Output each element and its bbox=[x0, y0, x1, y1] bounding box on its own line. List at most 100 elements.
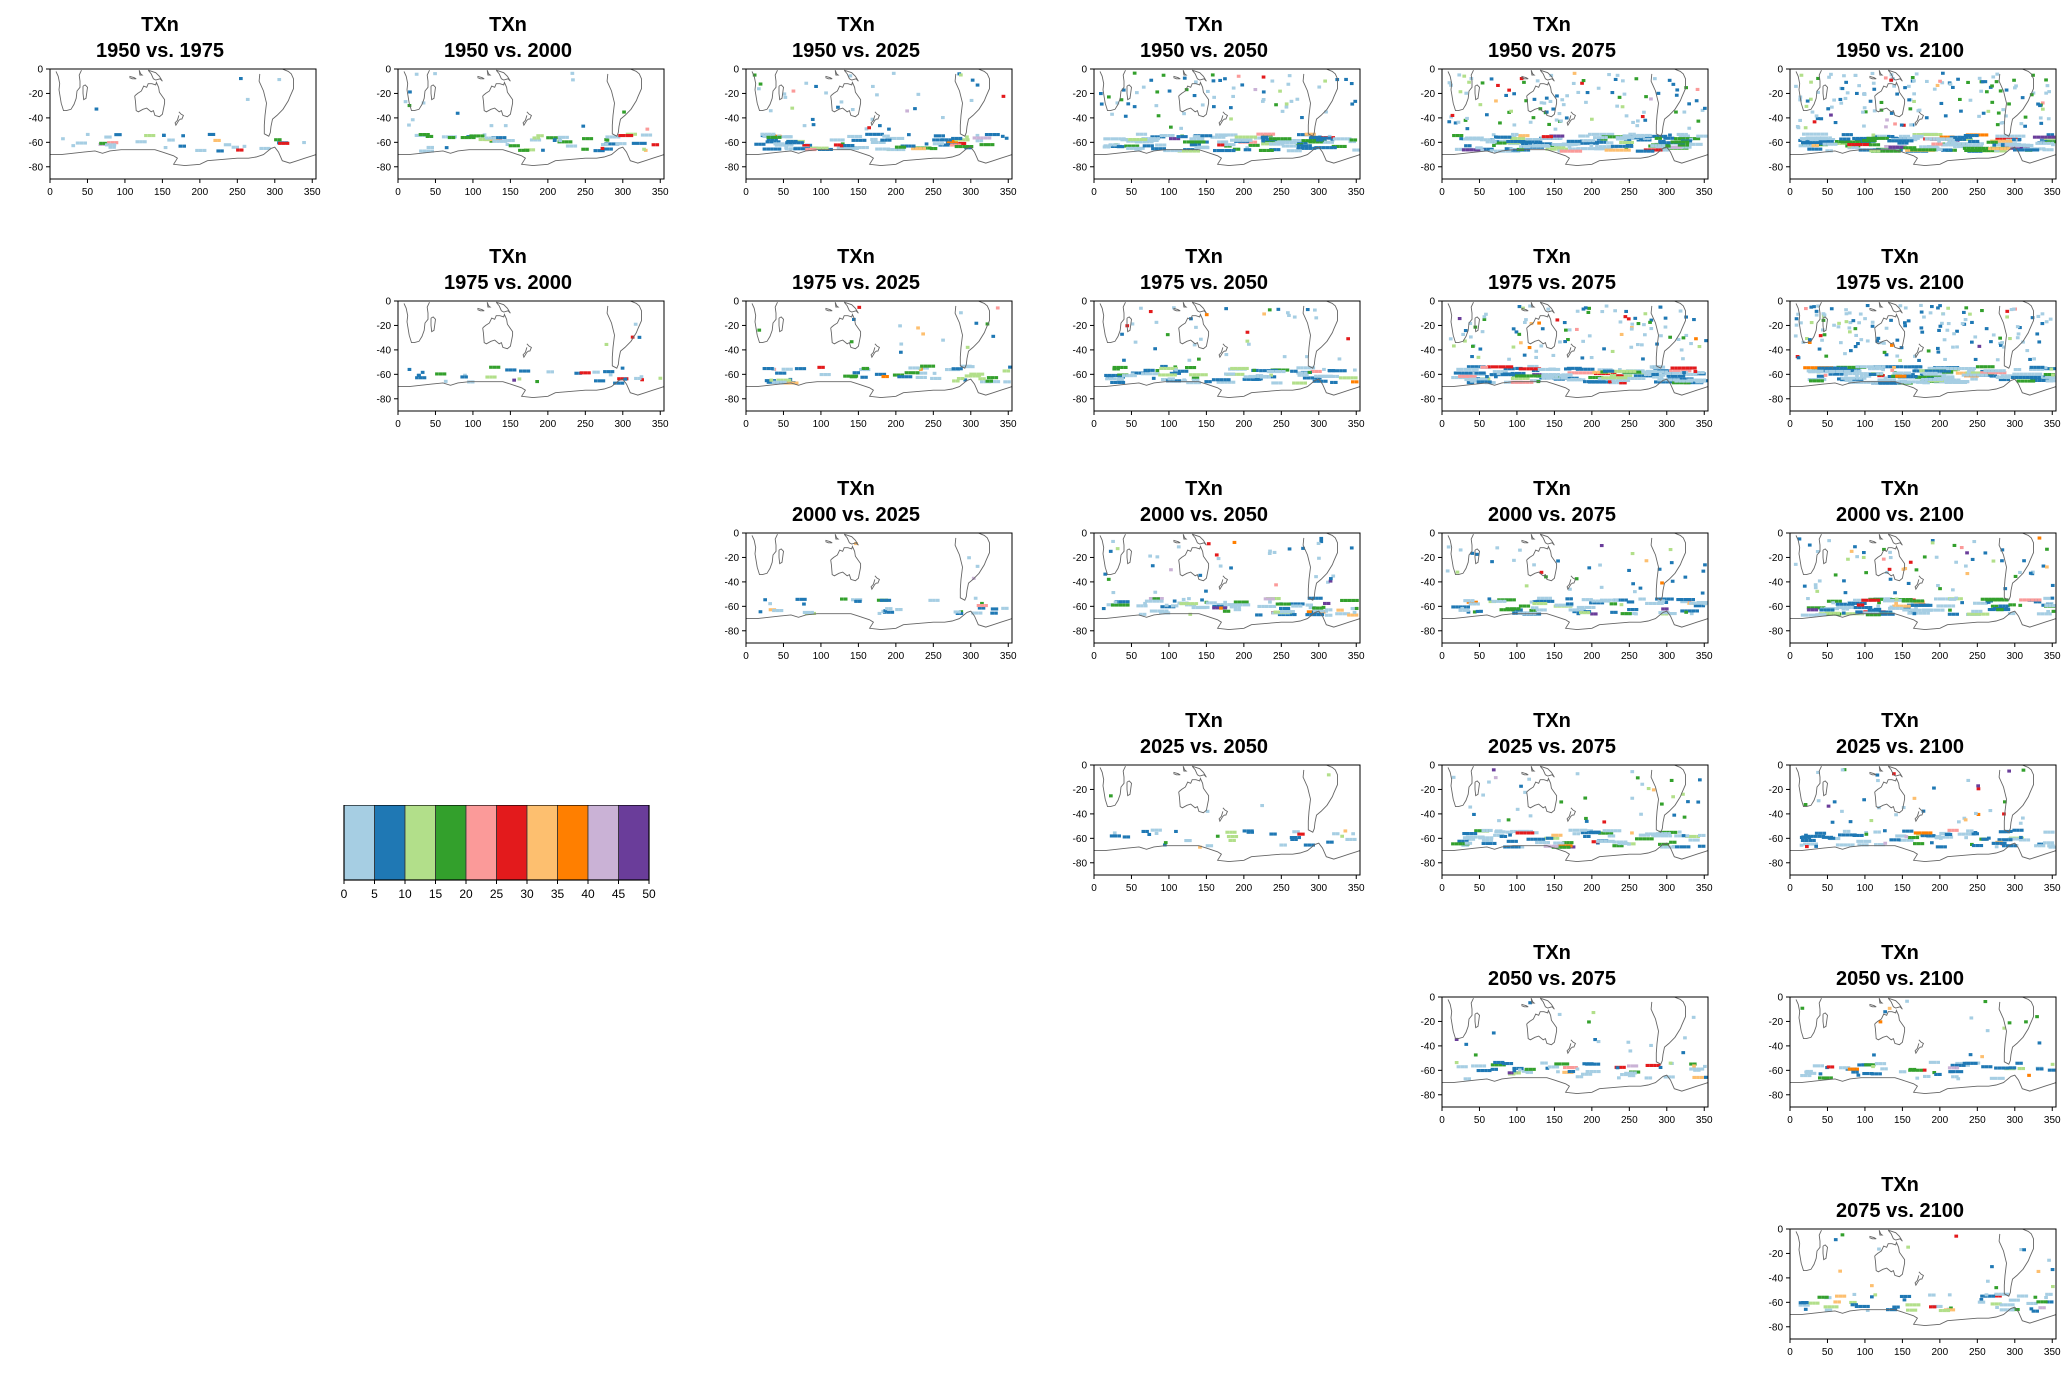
y-tick-label: -40 bbox=[1769, 345, 1784, 356]
heatmap-cell bbox=[1877, 337, 1881, 340]
heatmap-cell bbox=[456, 112, 460, 115]
heatmap-cell bbox=[1268, 133, 1272, 136]
heatmap-cell bbox=[2037, 376, 2041, 379]
heatmap-cell bbox=[933, 372, 937, 375]
heatmap-cells bbox=[759, 542, 1009, 615]
heatmap-cell bbox=[884, 599, 888, 602]
heatmap-cell bbox=[427, 146, 431, 149]
heatmap-cell bbox=[1631, 377, 1635, 380]
heatmap-cell bbox=[880, 139, 884, 142]
heatmap-cell bbox=[1568, 328, 1572, 331]
heatmap-cell bbox=[1318, 370, 1322, 373]
heatmap-cell bbox=[1984, 374, 1988, 377]
heatmap-cell bbox=[1616, 74, 1620, 77]
heatmap-cell bbox=[2039, 373, 2043, 376]
heatmap-cell bbox=[985, 133, 989, 136]
heatmap-cell bbox=[1274, 611, 1278, 614]
heatmap-cell bbox=[980, 604, 984, 607]
heatmap-cell bbox=[1829, 73, 1833, 76]
heatmap-cell bbox=[642, 148, 646, 151]
x-tick-label: 100 bbox=[1509, 187, 1526, 198]
heatmap-cell bbox=[871, 85, 875, 88]
heatmap-cell bbox=[1171, 377, 1175, 380]
heatmap-cell bbox=[1228, 373, 1232, 376]
heatmap-cell bbox=[1644, 134, 1648, 137]
x-tick-label: 200 bbox=[888, 419, 905, 430]
heatmap-cell bbox=[1273, 375, 1277, 378]
heatmap-cell bbox=[1135, 91, 1139, 94]
heatmap-cell bbox=[980, 143, 984, 146]
heatmap-cell bbox=[1118, 381, 1122, 384]
coastline bbox=[955, 533, 989, 600]
heatmap-cell bbox=[1335, 612, 1339, 615]
heatmap-cell bbox=[1883, 379, 1887, 382]
heatmap-cell bbox=[924, 372, 928, 375]
heatmap-cell bbox=[1543, 145, 1547, 148]
heatmap-cell bbox=[1107, 144, 1111, 147]
heatmap-cell bbox=[1447, 120, 1451, 123]
heatmap-cell bbox=[1941, 72, 1945, 75]
heatmap-cell bbox=[1841, 87, 1845, 90]
heatmap-cell bbox=[243, 145, 247, 148]
heatmap-cell bbox=[1631, 600, 1635, 603]
heatmap-cell bbox=[1305, 139, 1309, 142]
heatmap-cell bbox=[1537, 597, 1541, 600]
heatmap-cell bbox=[1966, 81, 1970, 84]
heatmap-cell bbox=[1891, 135, 1895, 138]
heatmap-cell bbox=[1459, 148, 1463, 151]
heatmap-cell bbox=[1578, 135, 1582, 138]
coastline bbox=[1879, 302, 1882, 307]
heatmap-cell bbox=[1146, 144, 1150, 147]
heatmap-cell bbox=[1168, 377, 1172, 380]
heatmap-cell bbox=[774, 148, 778, 151]
heatmap-cell bbox=[1972, 149, 1976, 152]
heatmap-cell bbox=[1200, 373, 1204, 376]
heatmap-cell bbox=[1286, 141, 1290, 144]
heatmap-cell bbox=[1933, 88, 1937, 91]
heatmap-cell bbox=[1156, 369, 1160, 372]
heatmap-cell bbox=[1890, 112, 1894, 115]
heatmap-cell bbox=[558, 139, 562, 142]
x-tick-label: 0 bbox=[1439, 187, 1445, 198]
heatmap-cell bbox=[1892, 366, 1896, 369]
heatmap-cell bbox=[1282, 370, 1286, 373]
heatmap-cell bbox=[1671, 141, 1675, 144]
heatmap-cell bbox=[1882, 382, 1886, 385]
heatmap-cell bbox=[937, 142, 941, 145]
heatmap-cell bbox=[1306, 308, 1310, 311]
heatmap-cell bbox=[1914, 148, 1918, 151]
heatmap-cell bbox=[1156, 600, 1160, 603]
heatmap-cell bbox=[797, 141, 801, 144]
x-tick-label: 200 bbox=[540, 419, 557, 430]
heatmap-cell bbox=[1636, 343, 1640, 346]
heatmap-cell bbox=[1499, 142, 1503, 145]
heatmap-cell bbox=[1695, 143, 1699, 146]
heatmap-cell bbox=[990, 612, 994, 615]
heatmap-cell bbox=[1134, 341, 1138, 344]
heatmap-cell bbox=[1681, 357, 1685, 360]
heatmap-cell bbox=[1515, 374, 1519, 377]
heatmap-cell bbox=[1353, 369, 1357, 372]
heatmap-cell bbox=[841, 138, 845, 141]
heatmap-cell bbox=[2020, 122, 2024, 125]
heatmap-cell bbox=[1872, 367, 1876, 370]
heatmap-cell bbox=[1817, 375, 1821, 378]
heatmap-cell bbox=[1840, 377, 1844, 380]
heatmap-cell bbox=[1168, 90, 1172, 93]
heatmap-cell bbox=[1660, 376, 1664, 379]
y-tick-label: 0 bbox=[385, 297, 391, 308]
heatmap-cell bbox=[492, 137, 496, 140]
heatmap-cell bbox=[1451, 114, 1455, 117]
y-tick-label: -20 bbox=[1769, 89, 1784, 100]
heatmap-cell bbox=[1695, 379, 1699, 382]
heatmap-cell bbox=[1325, 375, 1329, 378]
panel-title-variable: TXn bbox=[1750, 244, 2050, 270]
heatmap-cell bbox=[479, 138, 483, 141]
heatmap-cell bbox=[1671, 137, 1675, 140]
heatmap-cell bbox=[1464, 92, 1468, 95]
heatmap-cell bbox=[1612, 149, 1616, 152]
heatmap-cell bbox=[1906, 375, 1910, 378]
heatmap-cell bbox=[890, 611, 894, 614]
heatmap-cell bbox=[1591, 368, 1595, 371]
heatmap-cell bbox=[1530, 367, 1534, 370]
